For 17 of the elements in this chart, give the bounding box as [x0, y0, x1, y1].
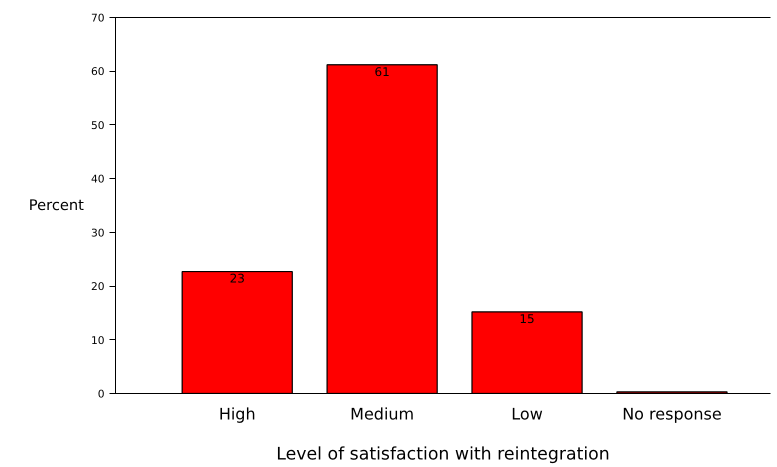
x-tick-label: High	[218, 404, 256, 424]
x-tick-label: Medium	[350, 404, 414, 424]
y-tick-label: 10	[90, 334, 105, 347]
x-axis-title: Level of satisfaction with reintegration	[276, 444, 610, 464]
x-tick-label: Low	[511, 404, 543, 424]
y-tick-label: 50	[90, 118, 105, 132]
data-label: 15	[519, 312, 535, 326]
y-tick-label: 40	[90, 172, 105, 186]
data-label: 61	[374, 64, 390, 79]
data-label: 23	[230, 272, 245, 286]
x-tick-label: No response	[622, 404, 722, 424]
y-tick-label: 30	[90, 226, 105, 240]
y-tick-label: 20	[90, 280, 105, 294]
y-tick-label: 70	[90, 12, 105, 24]
y-tick-label: 60	[90, 65, 105, 78]
y-axis-title: Percent	[28, 197, 84, 214]
y-tick-label: 0	[98, 388, 105, 400]
